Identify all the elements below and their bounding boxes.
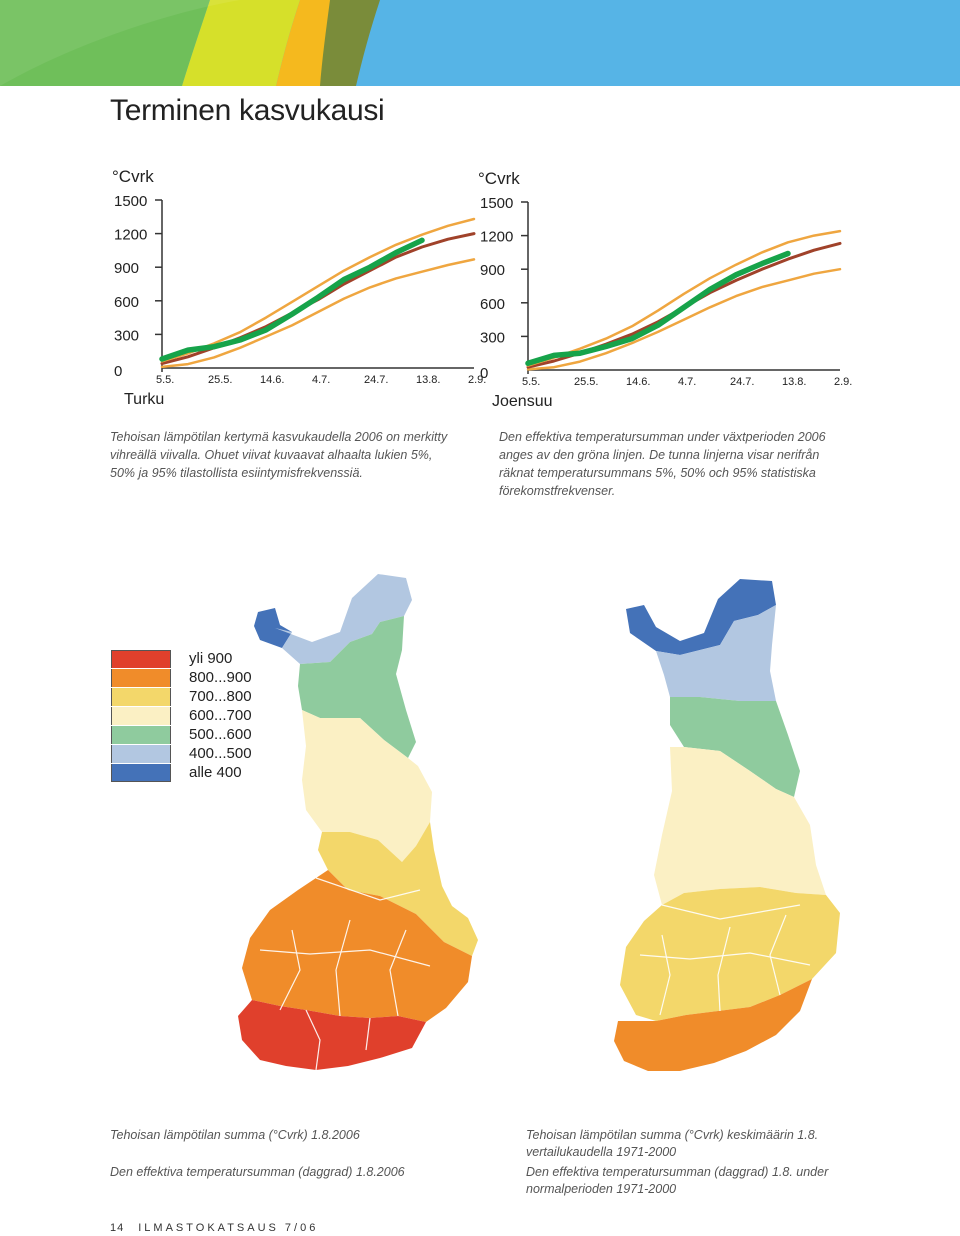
map-1971-2000-borders (639, 904, 811, 1016)
legend-label: alle 400 (189, 764, 242, 781)
turku-ytick-label: 1500 (114, 193, 147, 210)
chart-joensuu: °Cvrk 0 300 600 900 1200 1500 5.5. 25.5. 14.6. 4.7… (476, 164, 856, 419)
map-normal-zone-alle400 (626, 579, 776, 655)
joensuu-series-2006 (525, 250, 791, 367)
turku-xtick-label: 4.7. (312, 374, 330, 386)
legend-box: yli 900 800...900 700...800 600...700 500...… (111, 650, 311, 790)
legend-label: 700...800 (189, 688, 252, 705)
joensuu-ytick-label: 1200 (480, 229, 513, 246)
joensuu-ytick-label: 900 (480, 262, 505, 279)
joensuu-xtick-label: 2.9. (834, 376, 852, 388)
turku-ytick-label: 300 (114, 327, 139, 344)
map-normal-zone-600-700 (654, 747, 826, 905)
legend-label: 600...700 (189, 707, 252, 724)
banner-stripe-lime (110, 0, 300, 86)
legend-label: 500...600 (189, 726, 252, 743)
turku-xtick-label: 14.6. (260, 374, 284, 386)
turku-ylabel: °Cvrk (112, 167, 154, 186)
legend-swatch (111, 669, 171, 687)
joensuu-series-p5 (526, 267, 842, 371)
map-2006-zone-500-600 (298, 616, 416, 758)
banner-stripe-olive (320, 0, 380, 86)
publication-name: ILMASTOKATSAUS 7/06 (138, 1222, 319, 1234)
map-caption-right-sv: Den effektiva temperatursumman (daggrad)… (526, 1165, 829, 1196)
banner-stripe-white (0, 0, 240, 86)
turku-xtick-label: 13.8. (416, 374, 440, 386)
legend-swatch (111, 707, 171, 725)
map-2006-zone-400-500 (275, 574, 412, 664)
joensuu-xtick-label: 14.6. (626, 376, 650, 388)
turku-ytick-label: 0 (114, 363, 122, 380)
joensuu-xtick-label: 25.5. (574, 376, 598, 388)
joensuu-ytick-label: 300 (480, 329, 505, 346)
turku-xtick-label: 5.5. (156, 374, 174, 386)
header-banner (0, 0, 960, 86)
turku-xtick-label: 24.7. (364, 374, 388, 386)
chart-turku-svg: °Cvrk 0 300 600 900 1200 1500 5.5. 25.5. 14.6. 4.7… (112, 167, 486, 408)
map-caption-left-sv: Den effektiva temperatursumman (daggrad)… (110, 1165, 405, 1179)
turku-series-p5 (160, 258, 476, 369)
banner-stripe-green (0, 0, 210, 86)
legend-label: yli 900 (189, 650, 233, 667)
page-number: 14 (110, 1222, 125, 1234)
turku-series-2006 (159, 237, 425, 362)
joensuu-station-label: Joensuu (492, 393, 553, 410)
turku-station-label: Turku (124, 391, 164, 408)
legend-swatch (111, 688, 171, 706)
legend-label: 400...500 (189, 745, 252, 762)
joensuu-xtick-label: 5.5. (522, 376, 540, 388)
map-legend: yli 900 800...900 700...800 600...700 500...… (111, 650, 311, 790)
map-normal-zone-500-600 (670, 697, 800, 797)
map-2006-zone-700-800 (318, 822, 478, 956)
joensuu-ylabel: °Cvrk (478, 169, 520, 188)
map-2006 (238, 574, 478, 1071)
chart-joensuu-svg: °Cvrk 0 300 600 900 1200 1500 5.5. 25.5. 14.6. 4.7… (478, 169, 852, 410)
joensuu-ytick-label: 1500 (480, 195, 513, 212)
map-2006-regions (238, 574, 478, 1070)
legend-label: 800...900 (189, 669, 252, 686)
map-2006-zone-800-900 (242, 870, 472, 1022)
caption-fi: Tehoisan lämpötilan kertymä kasvukaudell… (110, 430, 448, 480)
legend-swatch (111, 745, 171, 763)
legend-swatch (111, 764, 171, 782)
map-2006-borders (259, 877, 431, 1071)
page-title: Terminen kasvukausi (110, 94, 385, 127)
map-normal-zone-400-500 (656, 605, 776, 701)
turku-series-p95 (160, 217, 476, 363)
map-2006-zone-yli900 (238, 1000, 426, 1070)
turku-ytick-label: 900 (114, 260, 139, 277)
map-caption-left-fi: Tehoisan lämpötilan summa (°Cvrk) 1.8.20… (110, 1128, 360, 1142)
turku-ytick-label: 1200 (114, 227, 147, 244)
joensuu-xtick-label: 13.8. (782, 376, 806, 388)
turku-xtick-label: 2.9. (468, 374, 486, 386)
joensuu-ytick-label: 600 (480, 296, 505, 313)
joensuu-xtick-label: 4.7. (678, 376, 696, 388)
map-2006-zone-600-700 (302, 710, 432, 862)
turku-ytick-label: 600 (114, 294, 139, 311)
map-normal-zone-700-800 (620, 887, 840, 1021)
caption-sv: Den effektiva temperatursumman under väx… (499, 430, 826, 498)
joensuu-ytick-label: 0 (480, 365, 488, 382)
turku-xtick-label: 25.5. (208, 374, 232, 386)
legend-swatch (111, 726, 171, 744)
map-normal-zone-800-900 (614, 979, 812, 1071)
page-footer: 14 ILMASTOKATSAUS 7/06 (110, 1222, 318, 1234)
joensuu-xtick-label: 24.7. (730, 376, 754, 388)
map-1971-2000-regions (614, 579, 840, 1071)
map-caption-right-fi: Tehoisan lämpötilan summa (°Cvrk) keskim… (526, 1128, 819, 1159)
chart-turku: °Cvrk 0 300 600 900 1200 1500 5.5. 25.5. 14.6. 4.7… (110, 162, 490, 417)
legend-swatch (111, 650, 171, 668)
map-1971-2000 (614, 579, 840, 1071)
map-2006-zone-alle400 (254, 608, 292, 648)
joensuu-series-p95 (526, 229, 842, 367)
